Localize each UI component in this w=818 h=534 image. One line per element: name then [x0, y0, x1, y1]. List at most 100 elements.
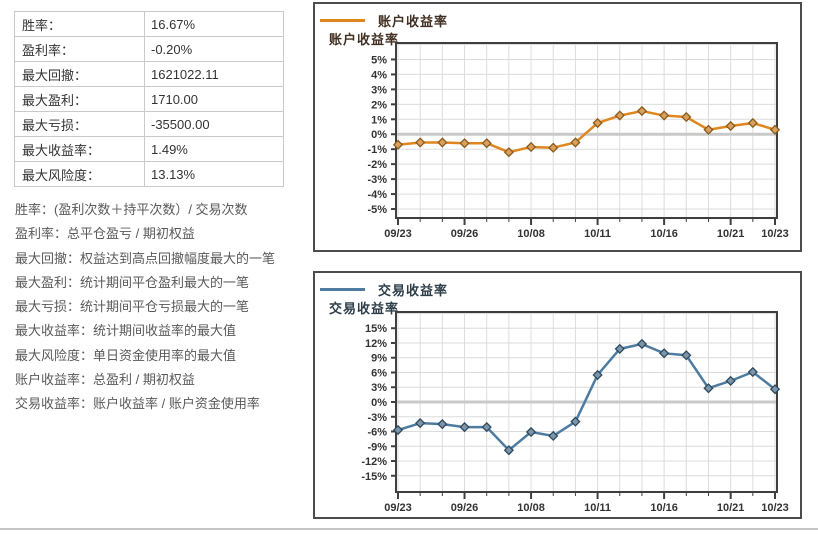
data-point-marker [392, 424, 404, 436]
data-point-marker [725, 120, 736, 132]
data-point-marker [437, 419, 448, 430]
y-tick-label: 9% [371, 353, 387, 365]
y-tick-label: 3% [371, 84, 387, 96]
y-tick-label: -1% [367, 144, 387, 156]
stat-label: 最大风险度： [14, 161, 145, 187]
data-point-marker [503, 147, 515, 158]
x-tick-label: 10/11 [584, 502, 611, 514]
x-tick-label: 09/26 [451, 502, 479, 514]
stats-table-row: 最大风险度： 13.13% [14, 161, 284, 187]
data-point-marker [437, 137, 448, 148]
stat-value: 1.49% [144, 136, 284, 162]
data-point-marker [459, 421, 470, 433]
x-tick-label: 09/23 [384, 228, 412, 240]
y-tick-label: 0% [371, 129, 387, 141]
data-point-marker [415, 418, 426, 429]
stats-table-row: 盈利率： -0.20% [14, 36, 284, 62]
trade-return-chart-card: 交易收益率 交易收益率 15% 12% 9% 6% 3% 0% -3% -6% -9% -12% -… [313, 271, 802, 519]
h-gridlines [396, 312, 777, 477]
x-tick-label: 10/16 [650, 502, 678, 514]
y-tick-label: -4% [367, 189, 387, 201]
stats-table-row: 胜率： 16.67% [14, 11, 284, 37]
y-tick-label: 1% [371, 114, 387, 126]
y-tick-label: -3% [367, 412, 387, 424]
trade-chart-legend: 交易收益率 [320, 281, 448, 298]
account-return-rate-line [396, 109, 777, 154]
x-tick-label: 10/08 [517, 502, 545, 514]
account-return-plot: 5% 4% 3% 2% 1% 0% -1% -2% -3% -4% -5% 09/23 09/26 10/… [367, 42, 789, 240]
x-axis-ticks: 09/23 09/26 10/08 10/11 10/16 10/21 10/23 [384, 218, 789, 240]
stat-label: 最大回撤： [14, 61, 145, 87]
x-tick-label: 10/21 [717, 502, 745, 514]
data-point-marker [681, 350, 692, 361]
y-tick-label: -15% [361, 471, 387, 483]
y-tick-label: 5% [371, 54, 387, 66]
x-tick-label: 09/26 [451, 228, 479, 240]
data-point-marker [415, 137, 426, 148]
stat-value: 16.67% [144, 11, 284, 37]
y-axis-title: 账户收益率 [329, 32, 400, 47]
y-tick-label: 12% [365, 338, 387, 350]
data-point-marker [592, 369, 603, 381]
account-return-chart-card: 账户收益率 账户收益率 5% 4% 3% 2% 1% 0% -1% -2% -3% -4% -5% 0… [313, 2, 802, 252]
stats-table-row: 最大收益率： 1.49% [14, 136, 284, 162]
data-point-marker [769, 124, 781, 135]
metric-definitions: 胜率：(盈利次数＋持平次数）/ 交易次数 盈利率：总平仓盈亏 / 期初权益 最大回撤… [15, 198, 275, 417]
y-tick-label: -3% [367, 174, 387, 186]
data-point-marker [570, 416, 581, 427]
h-gridlines [396, 43, 777, 210]
trade-return-rate-line [396, 342, 777, 452]
page-bottom-divider [0, 528, 818, 530]
trade-return-rate-markers [392, 338, 781, 456]
y-axis-ticks: 5% 4% 3% 2% 1% 0% -1% -2% -3% -4% -5% [367, 54, 396, 216]
data-point-marker [592, 117, 603, 129]
data-point-marker [503, 445, 515, 456]
data-point-marker [570, 137, 581, 148]
account-chart-legend: 账户收益率 [320, 12, 449, 29]
y-axis-title: 交易收益率 [329, 301, 400, 316]
stat-value: -0.20% [144, 36, 284, 62]
data-point-marker [681, 111, 692, 123]
data-point-marker [481, 138, 492, 149]
data-point-marker [548, 430, 559, 442]
y-tick-label: 2% [371, 99, 387, 111]
legend-line-swatch-icon [320, 18, 365, 22]
data-point-marker [703, 383, 714, 394]
data-point-marker [703, 124, 714, 135]
y-tick-label: 4% [371, 69, 387, 81]
data-point-marker [725, 375, 736, 386]
x-tick-label: 09/23 [384, 502, 412, 514]
y-tick-label: 15% [365, 323, 387, 335]
x-tick-label: 10/16 [650, 228, 678, 240]
stat-value: 13.13% [144, 161, 284, 187]
metric-definition-line: 账户收益率：总盈利 / 期初权益 [15, 372, 195, 388]
plot-border [395, 42, 778, 219]
y-tick-label: 3% [371, 382, 387, 394]
account-return-rate-markers [392, 105, 781, 158]
stat-label: 最大盈利： [14, 86, 145, 112]
stat-label: 胜率： [14, 11, 145, 37]
metric-definition-line: 最大收益率：统计期间收益率的最大值 [15, 323, 237, 339]
stat-value: 1710.00 [144, 86, 284, 112]
legend-label: 账户收益率 [378, 13, 449, 29]
data-point-marker [614, 110, 625, 121]
y-tick-label: -6% [367, 427, 387, 439]
stat-label: 最大收益率： [14, 136, 145, 162]
metric-definition-line: 交易收益率：账户收益率 / 账户资金使用率 [15, 396, 260, 412]
trade-return-plot: 15%12%9%6%3%0%-3%-6%-9%-12%-15%09/23 09/2… [361, 311, 789, 514]
stat-label: 最大亏损： [14, 111, 145, 137]
x-tick-label: 10/08 [517, 228, 545, 240]
stat-label: 盈利率： [14, 36, 145, 62]
data-point-marker [658, 348, 670, 359]
data-point-marker [769, 384, 781, 395]
y-tick-label: 6% [371, 367, 387, 379]
stats-table-row: 最大盈利： 1710.00 [14, 86, 284, 112]
metric-definition-line: 盈利率：总平仓盈亏 / 期初权益 [15, 226, 195, 242]
y-tick-label: -2% [367, 159, 387, 171]
metric-definition-line: 最大盈利：统计期间平仓盈利最大的一笔 [15, 274, 250, 290]
data-point-marker [392, 139, 404, 150]
data-point-marker [525, 426, 537, 438]
stat-value: -35500.00 [144, 111, 284, 137]
metric-definition-line: 最大回撤：权益达到高点回撤幅度最大的一笔 [15, 250, 276, 266]
